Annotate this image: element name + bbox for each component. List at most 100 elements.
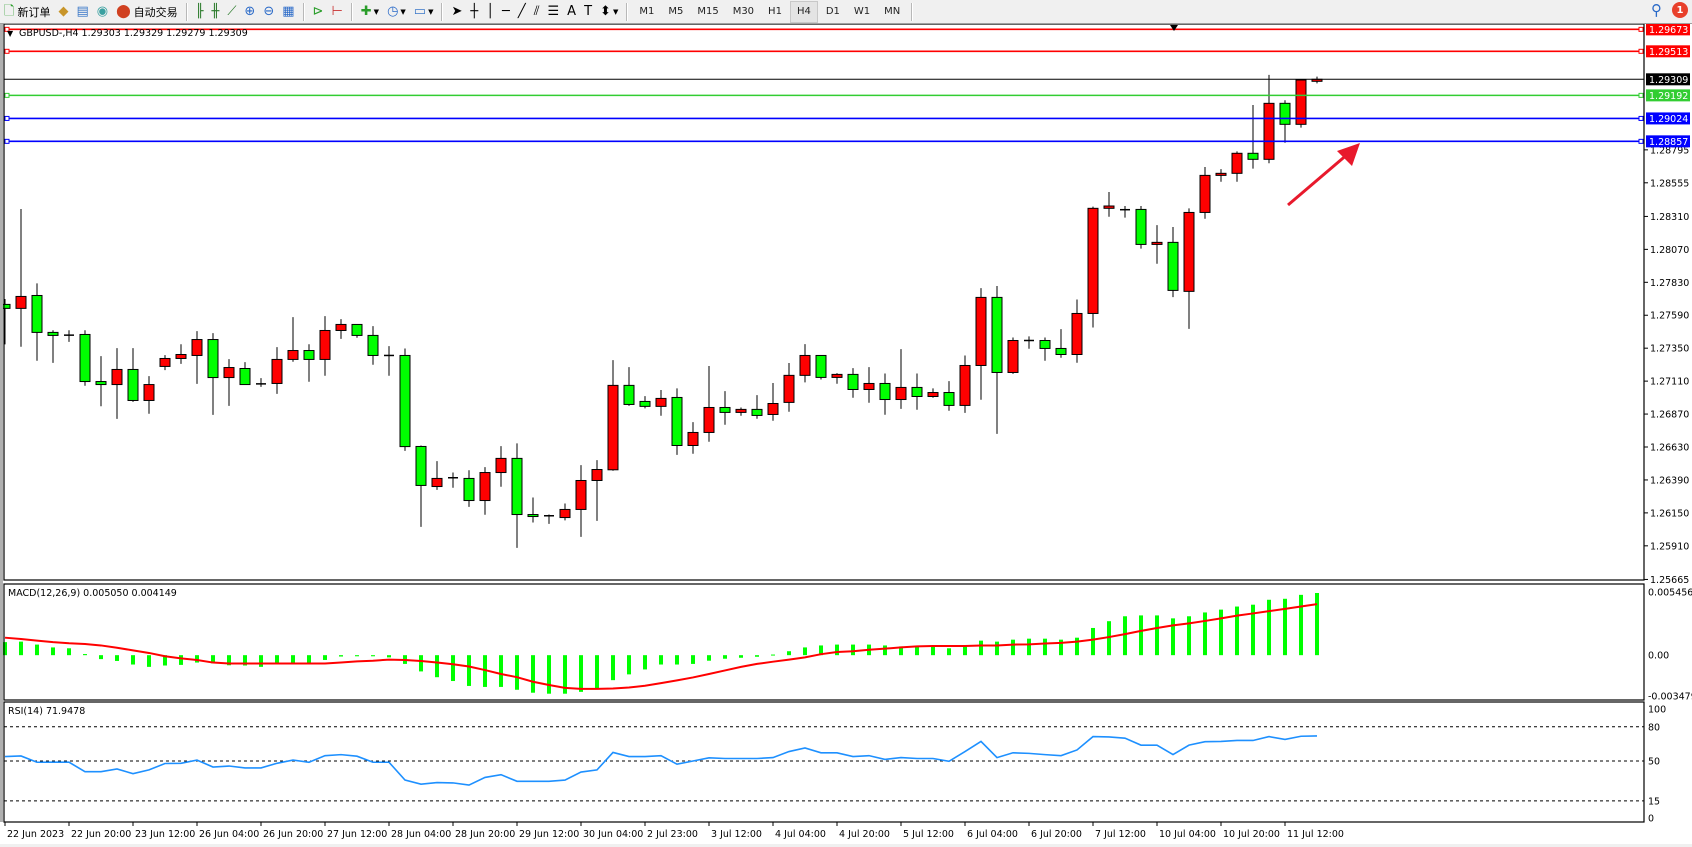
macd-histogram-bar [467,655,471,686]
time-label: 4 Jul 20:00 [839,829,890,840]
rsi-axis-label: 100 [1648,705,1666,716]
timeframe-h4[interactable]: H4 [789,0,818,23]
bear-candle-body [847,373,859,390]
fibonacci-button[interactable]: ☰ [545,2,563,22]
candle [751,395,763,419]
timeframe-mn[interactable]: MN [884,6,901,17]
text-button[interactable]: A [564,2,579,22]
rsi-axis-label: 80 [1648,722,1660,733]
macd-histogram-bar [755,655,759,657]
auto-scroll-button[interactable]: ⊳ [310,2,327,22]
bull-candle-body [975,296,987,366]
candle [639,396,651,409]
bar-chart-button[interactable]: ╟ [193,2,207,22]
timeframe-m15[interactable]: M15 [697,6,719,17]
candle [0,299,11,345]
text-label-button[interactable]: T [581,2,595,22]
bull-candle-body [1071,312,1083,355]
bull-candle-body [287,350,299,360]
time-label: 11 Jul 12:00 [1287,829,1344,840]
macd-histogram-bar [1059,639,1063,656]
navigator-button[interactable]: ▤ [73,2,91,22]
search-icon[interactable]: ⚲ [1651,1,1662,19]
bull-candle-body [687,431,699,446]
candle [687,422,699,454]
macd-histogram-bar [323,655,327,660]
bull-candle-body [15,295,27,309]
arrows-button[interactable]: ⬍ ▼ [597,2,621,22]
candle [1279,100,1291,143]
macd-histogram-bar [227,655,231,666]
rsi-panel [4,726,1644,802]
timeframe-d1[interactable]: D1 [825,6,840,17]
macd-histogram-bar [163,655,167,666]
line-handle-left [4,92,10,98]
market-watch-button[interactable]: ◆ [55,2,71,22]
price-tick-label: 1.25910 [1650,541,1689,552]
bear-candle-body [623,384,635,405]
time-label: 7 Jul 12:00 [1095,829,1146,840]
cursor-button[interactable]: ➤ [448,2,465,22]
macd-histogram-bar [931,646,935,656]
macd-histogram-bar [499,655,503,687]
chart-window[interactable]: 1.28795 1.28555 1.28310 1.28070 1.27830 1.275… [0,24,1692,847]
zoom-out-button[interactable]: ⊖ [260,2,277,22]
time-label: 10 Jul 04:00 [1159,829,1216,840]
bull-candle-body [143,384,155,401]
bull-candle-body [1087,207,1099,314]
macd-histogram-bar [579,655,583,692]
candle [207,333,219,415]
candle [1151,225,1163,264]
price-tick-label: 1.28555 [1650,178,1689,189]
templates-button[interactable]: ▭ ▼ [411,2,437,22]
zoom-in-button[interactable]: ⊕ [241,2,258,22]
periods-button[interactable]: ◷ ▼ [384,2,409,22]
time-label: 3 Jul 12:00 [711,829,762,840]
vertical-line-button[interactable]: │ [483,2,497,22]
macd-histogram-bar [1315,592,1319,656]
price-tag [1646,24,1690,36]
line-chart-button[interactable]: ⟋ [224,2,239,22]
bear-candle-body [31,294,43,333]
timeframe-w1[interactable]: W1 [853,6,871,17]
equidistant-channel-button[interactable]: ⫽ [531,2,543,22]
timeframe-m1[interactable]: M1 [639,6,655,17]
signals-button[interactable]: ◉ [94,2,111,22]
time-label: 26 Jun 04:00 [199,829,259,840]
periods-icon: ◷ [387,3,399,19]
horizontal-line-button[interactable]: ─ [499,2,513,22]
notification-badge[interactable]: 1 [1672,2,1688,18]
bear-candle-body [719,406,731,413]
macd-histogram-bar [979,640,983,656]
macd-histogram-bar [435,655,439,678]
timeframe-m5[interactable]: M5 [668,6,684,17]
tile-windows-button[interactable]: ▦ [279,2,297,22]
candlestick-button[interactable]: ╫ [208,2,222,22]
collapse-triangle-icon[interactable]: ▼ [7,29,14,38]
bear-candle-body [415,445,427,486]
timeframe-h1[interactable]: H1 [768,6,782,17]
trendline-button[interactable]: ╱ [515,2,529,22]
macd-histogram-bar [947,648,951,656]
auto-trading-button[interactable]: ⬤ 自动交易 [113,2,181,22]
candle [175,344,187,364]
macd-histogram-bar [883,645,887,656]
macd-histogram-bar [147,655,151,667]
price-tag [1646,45,1690,58]
crosshair-button[interactable]: ┼ [467,2,481,22]
line-handle-right [1638,115,1644,121]
timeframe-m30[interactable]: M30 [732,6,755,17]
price-tick-label: 1.27110 [1650,377,1689,388]
macd-histogram-bar [35,644,39,656]
new-order-button[interactable]: 🗋 新订单 [1,2,53,22]
macd-histogram-bar [851,644,855,656]
chart-shift-button[interactable]: ⊢ [328,2,345,22]
templates-icon: ▭ [413,3,427,19]
time-label: 28 Jun 04:00 [391,829,451,840]
price-tag [1646,135,1690,148]
indicators-button[interactable]: ✚ ▼ [358,2,382,22]
toolbar: 🗋 新订单 ◆ ▤ ◉ ⬤ 自动交易 ╟ ╫ ⟋ ⊕ ⊖ ▦ ⊳ ⊢ ✚ ▼ ◷ ▼ ▭… [0,0,1692,24]
time-label: 10 Jul 20:00 [1223,829,1280,840]
chart-left-edge [0,24,3,822]
macd-histogram-bar [83,654,87,656]
